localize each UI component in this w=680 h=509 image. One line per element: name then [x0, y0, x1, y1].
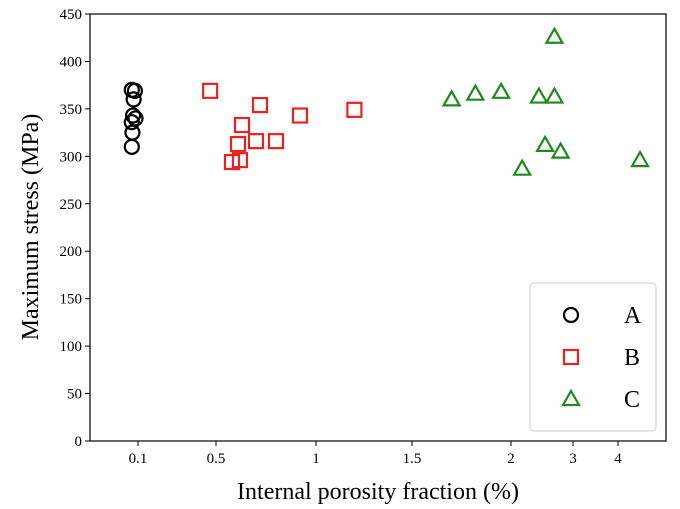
legend-marker-A: [562, 306, 580, 324]
y-tick-label: 250: [60, 197, 83, 213]
x-tick-label: 3: [569, 451, 577, 467]
y-tick-label: 300: [60, 149, 83, 165]
data-point: [123, 114, 140, 131]
data-point: [124, 124, 141, 141]
data-point: [233, 116, 251, 134]
data-point: [247, 133, 265, 150]
data-point: [529, 86, 549, 104]
x-tick-label: 1.5: [403, 451, 422, 467]
y-tick-label: 400: [60, 54, 83, 70]
y-tick-label: 450: [60, 7, 83, 23]
y-tick-label: 100: [60, 339, 83, 355]
legend-label: C: [624, 387, 640, 413]
series-B: [202, 82, 363, 171]
data-point: [465, 83, 486, 101]
legend-marker-B: [562, 348, 580, 366]
data-point: [251, 96, 269, 114]
data-point: [202, 82, 219, 99]
x-axis-title: Internal porosity fraction (%): [237, 479, 519, 505]
data-point: [535, 134, 555, 153]
data-point: [441, 89, 462, 107]
legend-label: A: [624, 303, 642, 329]
data-point: [291, 107, 309, 124]
y-tick-label: 200: [60, 244, 83, 260]
data-point: [550, 141, 571, 159]
data-point: [123, 138, 140, 155]
plot-frame: [89, 13, 667, 442]
data-points: [123, 26, 650, 176]
data-point: [512, 158, 533, 176]
x-tick-label: 1: [312, 451, 320, 467]
series-A: [123, 81, 144, 155]
y-axis-title: Maximum stress (MPa): [18, 114, 44, 341]
legend: ABC: [529, 282, 657, 432]
x-tick-label: 0.5: [207, 451, 226, 467]
data-point: [126, 82, 143, 99]
x-tick-label: 4: [614, 451, 622, 467]
data-point: [346, 101, 363, 118]
legend-label: B: [624, 345, 640, 371]
x-tick-label: 0.1: [129, 451, 148, 467]
y-tick-label: 150: [60, 292, 83, 308]
y-axis: 0 50 100 150 200 250 300 350 400 450: [60, 7, 90, 450]
x-tick-label: 2: [507, 451, 515, 467]
legend-marker-C: [561, 388, 581, 407]
legend-box: [529, 282, 657, 432]
x-axis: 0.1 0.5 1 1.5 2 3 4: [129, 441, 622, 467]
data-point: [231, 152, 249, 169]
data-point: [125, 91, 142, 108]
data-point: [491, 81, 511, 99]
y-tick-label: 0: [75, 434, 83, 450]
data-point: [544, 86, 565, 104]
series-C: [441, 26, 650, 176]
data-point: [229, 135, 247, 153]
data-point: [630, 149, 650, 168]
data-point: [124, 107, 142, 124]
data-point: [544, 26, 565, 44]
y-tick-label: 50: [67, 387, 82, 403]
data-point: [267, 133, 285, 150]
y-tick-label: 350: [60, 102, 83, 118]
